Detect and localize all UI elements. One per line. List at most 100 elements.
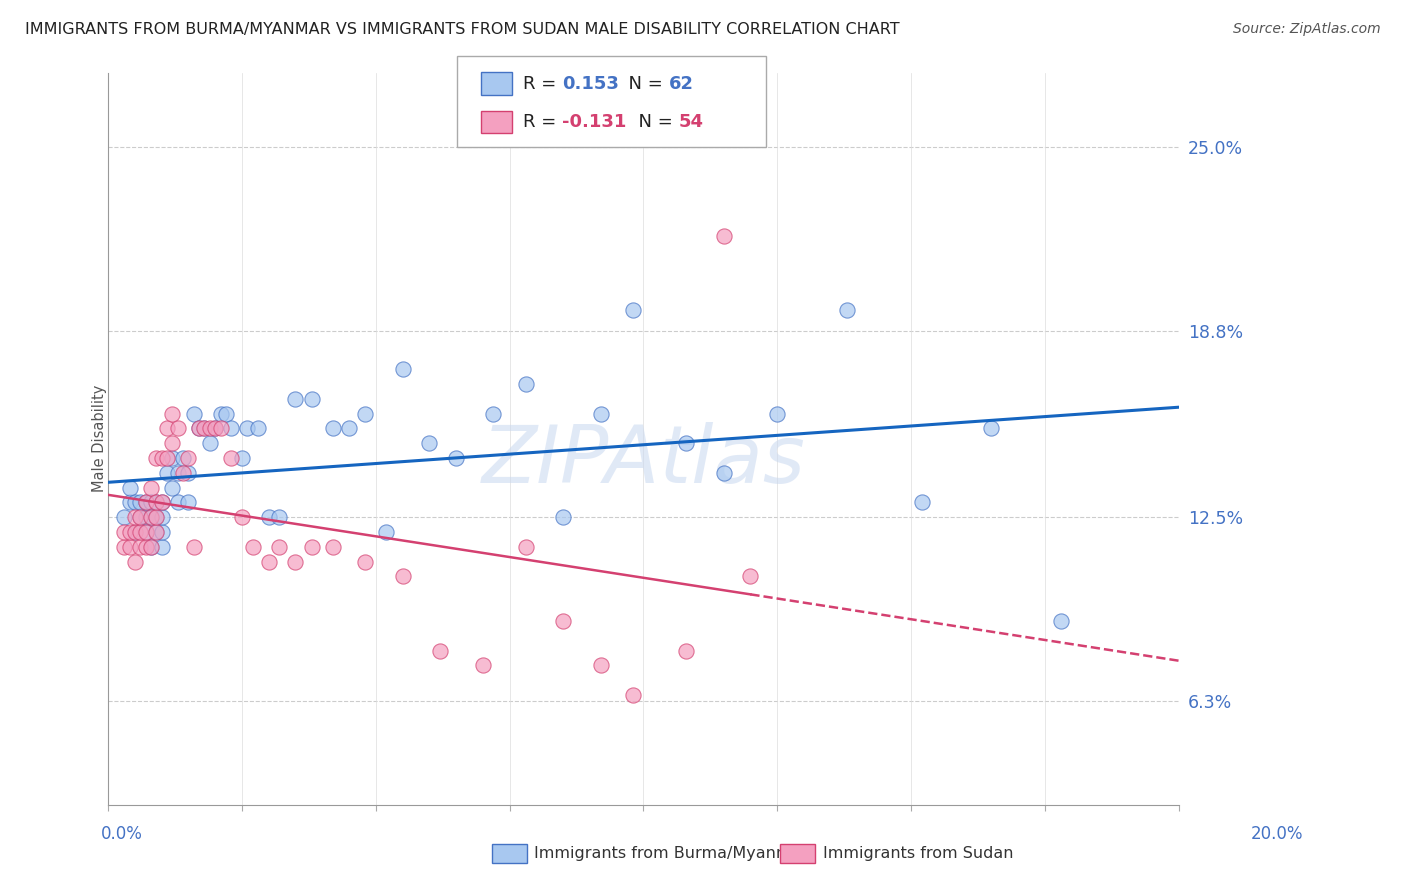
Point (135, 495, 157, 509)
Point (980, 421, 1002, 435)
Point (589, 407, 612, 421)
Point (911, 495, 934, 509)
Point (301, 540, 323, 554)
Point (162, 407, 184, 421)
Point (322, 421, 344, 435)
Point (112, 540, 135, 554)
Point (257, 555, 280, 569)
Point (145, 495, 167, 509)
Point (150, 495, 173, 509)
Point (135, 495, 157, 509)
Point (124, 555, 146, 569)
Point (172, 466, 194, 480)
Point (124, 524, 146, 539)
Point (145, 524, 167, 539)
Point (135, 540, 157, 554)
Point (621, 302, 644, 317)
Point (247, 421, 270, 435)
Point (391, 569, 413, 583)
Point (145, 524, 167, 539)
Point (124, 510, 146, 524)
Point (198, 421, 221, 435)
Point (391, 362, 413, 376)
Point (515, 376, 537, 391)
Point (118, 524, 141, 539)
Text: 20.0%: 20.0% (1251, 825, 1303, 843)
Point (118, 495, 141, 509)
Point (177, 450, 200, 465)
Point (177, 466, 200, 480)
Point (118, 540, 141, 554)
Point (139, 495, 162, 509)
Point (284, 555, 307, 569)
Point (156, 421, 179, 435)
Point (713, 466, 735, 480)
Point (188, 421, 211, 435)
Point (172, 450, 194, 465)
Point (337, 421, 360, 435)
Point (204, 421, 226, 435)
Point (1049, 614, 1071, 628)
Point (675, 643, 697, 657)
Point (482, 407, 505, 421)
Point (204, 421, 226, 435)
Point (621, 688, 644, 702)
Point (188, 421, 211, 435)
Point (183, 540, 205, 554)
Point (162, 450, 184, 465)
Point (301, 392, 323, 406)
Point (145, 450, 167, 465)
Point (150, 450, 173, 465)
Point (129, 540, 152, 554)
Point (129, 495, 152, 509)
Point (322, 540, 344, 554)
Point (166, 421, 188, 435)
Point (231, 510, 253, 524)
Point (135, 524, 157, 539)
Text: IMMIGRANTS FROM BURMA/MYANMAR VS IMMIGRANTS FROM SUDAN MALE DISABILITY CORRELATI: IMMIGRANTS FROM BURMA/MYANMAR VS IMMIGRA… (25, 22, 900, 37)
Point (231, 450, 253, 465)
Point (156, 466, 179, 480)
Text: 0.0%: 0.0% (101, 825, 143, 843)
Point (150, 510, 173, 524)
Point (166, 466, 188, 480)
Point (209, 421, 232, 435)
Point (139, 540, 162, 554)
Point (129, 524, 152, 539)
Point (354, 407, 377, 421)
Text: Immigrants from Burma/Myanmar: Immigrants from Burma/Myanmar (534, 847, 808, 861)
Text: -0.131: -0.131 (562, 113, 627, 131)
Point (150, 540, 173, 554)
Point (162, 436, 184, 450)
Point (129, 510, 152, 524)
Point (589, 658, 612, 673)
Point (135, 510, 157, 524)
Point (150, 524, 173, 539)
Text: ZIPAtlas: ZIPAtlas (481, 422, 806, 500)
Point (198, 436, 221, 450)
Point (139, 540, 162, 554)
Point (183, 407, 205, 421)
Point (150, 495, 173, 509)
Text: R =: R = (523, 75, 562, 93)
Point (269, 540, 291, 554)
Point (145, 510, 167, 524)
Text: 54: 54 (679, 113, 704, 131)
Point (135, 524, 157, 539)
Point (219, 450, 242, 465)
Point (515, 540, 537, 554)
Point (139, 481, 162, 495)
Point (429, 643, 451, 657)
Point (375, 524, 398, 539)
Point (284, 392, 307, 406)
Point (354, 555, 377, 569)
Text: Immigrants from Sudan: Immigrants from Sudan (823, 847, 1012, 861)
Point (215, 407, 238, 421)
Point (713, 228, 735, 243)
Point (193, 421, 215, 435)
Point (166, 495, 188, 509)
Text: 0.153: 0.153 (562, 75, 619, 93)
Text: 62: 62 (669, 75, 695, 93)
Point (835, 302, 858, 317)
Point (740, 569, 762, 583)
